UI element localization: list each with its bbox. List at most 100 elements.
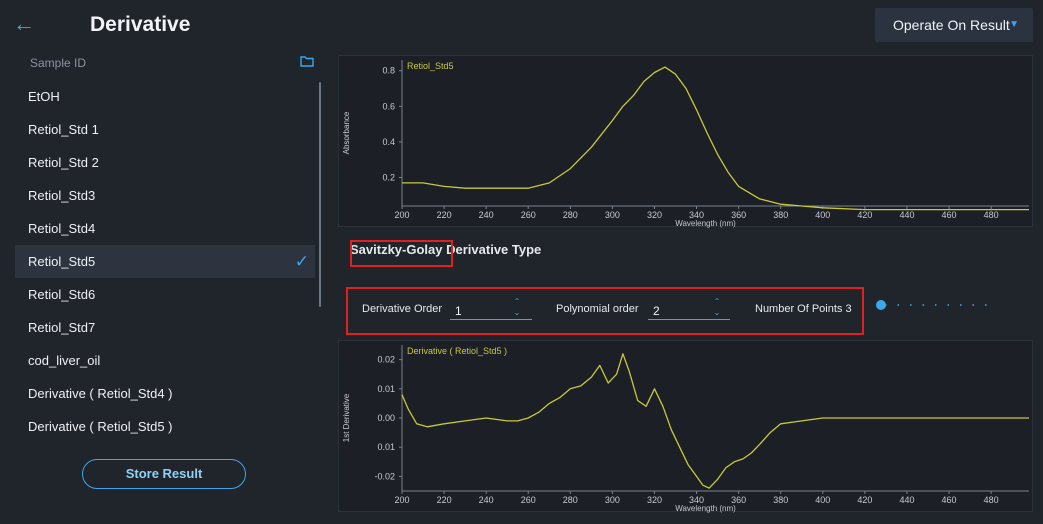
folder-icon[interactable] [300, 56, 314, 67]
polynomial-order-label: Polynomial order [556, 303, 639, 315]
polynomial-order-value[interactable]: 2 [653, 304, 660, 318]
back-arrow-icon[interactable]: ← [13, 11, 35, 36]
x-tick-label: 300 [605, 210, 620, 220]
sample-item[interactable]: EtOH [15, 80, 315, 113]
x-tick-label: 220 [437, 210, 452, 220]
derivative-type-highlight [350, 240, 453, 267]
x-tick-label: 440 [899, 210, 914, 220]
number-of-points-value: 3 [845, 303, 852, 315]
store-result-button[interactable]: Store Result [82, 459, 246, 489]
x-axis-label: Wavelength (nm) [675, 219, 736, 228]
x-tick-label: 240 [479, 495, 494, 505]
derivative-order-label: Derivative Order [362, 303, 443, 315]
y-tick-label: 0.00 [377, 413, 395, 423]
sample-item[interactable]: Retiol_Std5 ✓ [15, 245, 315, 278]
x-tick-label: 280 [563, 210, 578, 220]
slider-thumb[interactable] [876, 300, 886, 310]
sample-item[interactable]: Retiol_Std3 [15, 179, 315, 212]
polynomial-order-up-icon[interactable]: ⌃ [713, 297, 721, 306]
parameters-highlight [346, 287, 864, 335]
x-tick-label: 480 [984, 495, 999, 505]
x-tick-label: 420 [857, 210, 872, 220]
polynomial-order-down-icon[interactable]: ⌄ [713, 308, 721, 317]
x-axis-label: Wavelength (nm) [675, 504, 736, 513]
x-tick-label: 380 [773, 495, 788, 505]
y-tick-label: -0.02 [374, 471, 395, 481]
app-header: ← Derivative Operate On Result ▼ [0, 0, 1043, 50]
x-tick-label: 380 [773, 210, 788, 220]
y-tick-label: 0.01 [377, 442, 395, 452]
x-tick-label: 460 [942, 495, 957, 505]
number-of-points-slider[interactable] [875, 299, 1005, 311]
sample-item-label: Retiol_Std 2 [28, 155, 99, 170]
absorbance-chart: 200 220 240 260 280 300 320 340 360 380 400 420 440 4… [338, 55, 1033, 228]
sample-item-label: Retiol_Std7 [28, 320, 96, 335]
derivative-order-underline [450, 319, 532, 320]
derivative-order-up-icon[interactable]: ⌃ [513, 297, 521, 306]
operate-on-result-button[interactable]: Operate On Result ▼ [875, 8, 1033, 42]
sample-item-label: Retiol_Std5 [28, 254, 96, 269]
x-tick-label: 260 [521, 495, 536, 505]
x-tick-label: 300 [605, 495, 620, 505]
derivative-type-row: Savitzky-Golay Derivative Type [350, 242, 541, 257]
sample-list: EtOH Retiol_Std 1 Retiol_Std 2 Retiol_Std3 R… [15, 80, 315, 443]
list-scrollbar[interactable] [319, 82, 321, 307]
sample-sidebar: Sample ID EtOH Retiol_Std 1 Retiol_Std 2 Re… [0, 50, 330, 524]
sample-item-label: cod_liver_oil [28, 353, 101, 368]
x-tick-label: 320 [647, 495, 662, 505]
legend-label: Derivative ( Retiol_Std5 ) [407, 346, 507, 356]
sample-item-label: Retiol_Std3 [28, 188, 96, 203]
x-tick-label: 360 [731, 210, 746, 220]
x-tick-label: 400 [815, 495, 830, 505]
series-line [401, 353, 1029, 489]
number-of-points-row: Number Of Points 3 [755, 303, 852, 315]
x-tick-label: 400 [815, 210, 830, 220]
y-tick-label: 0.01 [377, 384, 395, 394]
x-tick-label: 320 [647, 210, 662, 220]
derivative-order-down-icon[interactable]: ⌄ [513, 308, 521, 317]
page-title: Derivative [90, 13, 191, 36]
sample-item-label: EtOH [28, 89, 60, 104]
derivative-order-value[interactable]: 1 [455, 304, 462, 318]
sample-item[interactable]: cod_liver_oil [15, 344, 315, 377]
caret-down-icon: ▼ [1009, 19, 1019, 30]
sample-item-label: Derivative ( Retiol_Std5 ) [28, 419, 173, 434]
y-tick-label: 0.4 [382, 137, 395, 147]
x-tick-label: 420 [857, 495, 872, 505]
y-tick-label: 0.2 [382, 173, 395, 183]
sample-item[interactable]: Derivative ( Retiol_Std5 ) [15, 410, 315, 443]
x-tick-label: 200 [394, 210, 409, 220]
sample-item[interactable]: Retiol_Std6 [15, 278, 315, 311]
x-tick-label: 340 [689, 210, 704, 220]
x-tick-label: 200 [394, 495, 409, 505]
sample-item-label: Retiol_Std4 [28, 221, 96, 236]
checkmark-icon: ✓ [294, 252, 309, 271]
polynomial-order-underline [648, 319, 730, 320]
sample-item[interactable]: Retiol_Std4 [15, 212, 315, 245]
sample-id-header: Sample ID [30, 56, 87, 70]
y-tick-label: 0.8 [382, 66, 395, 76]
sample-item[interactable]: Retiol_Std7 [15, 311, 315, 344]
sample-item-label: Retiol_Std 1 [28, 122, 99, 137]
y-tick-label: 0.6 [382, 101, 395, 111]
x-tick-label: 480 [984, 210, 999, 220]
x-tick-label: 260 [521, 210, 536, 220]
y-tick-label: 0.02 [377, 355, 395, 365]
absorbance-chart-svg: 200 220 240 260 280 300 320 340 360 380 400 420 440 4… [342, 60, 1029, 228]
x-tick-label: 280 [563, 495, 578, 505]
y-axis-label: 1st Derivative [342, 393, 351, 442]
sample-item[interactable]: Retiol_Std 2 [15, 146, 315, 179]
sample-item[interactable]: Retiol_Std 1 [15, 113, 315, 146]
sample-item-label: Derivative ( Retiol_Std4 ) [28, 386, 173, 401]
operate-on-result-label: Operate On Result [893, 17, 1010, 33]
series-line [402, 66, 1029, 211]
x-tick-label: 360 [731, 495, 746, 505]
sample-item[interactable]: Derivative ( Retiol_Std4 ) [15, 377, 315, 410]
derivative-type-value[interactable]: Savitzky-Golay [350, 242, 443, 257]
derivative-chart: 200 220 240 260 280 300 320 340 360 380 400 420 440 4… [338, 340, 1033, 513]
derivative-type-label: Derivative Type [446, 242, 542, 257]
derivative-chart-svg: 200 220 240 260 280 300 320 340 360 380 400 420 440 4… [342, 345, 1029, 513]
legend-label: Retiol_Std5 [407, 61, 454, 71]
x-tick-label: 220 [437, 495, 452, 505]
x-tick-label: 440 [899, 495, 914, 505]
